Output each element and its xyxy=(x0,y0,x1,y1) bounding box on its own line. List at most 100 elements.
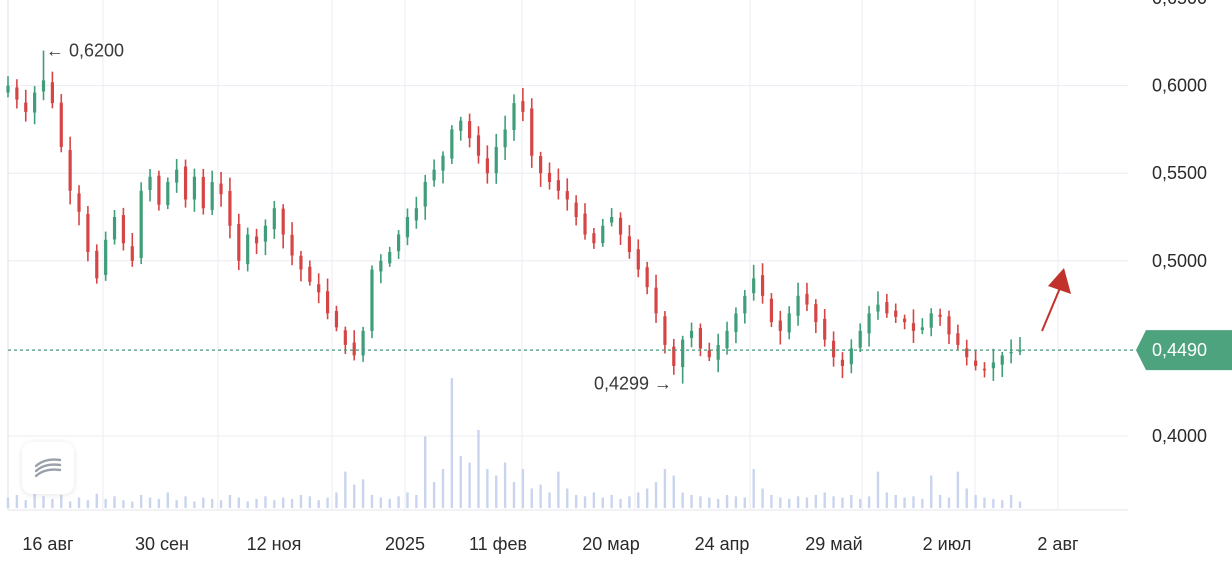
candle-body xyxy=(192,176,197,200)
volume-bar xyxy=(850,495,853,508)
volume-bar xyxy=(912,496,915,508)
volume-bar xyxy=(557,471,560,508)
candle-body xyxy=(743,295,747,314)
volume-bar xyxy=(601,497,604,508)
candle-body xyxy=(636,249,640,270)
candle-body xyxy=(95,250,99,279)
volume-bar xyxy=(548,492,551,508)
candle-body xyxy=(734,313,738,332)
volume-bar xyxy=(539,484,542,508)
candle-body xyxy=(370,269,374,331)
volume-bar xyxy=(370,495,374,508)
candle-body xyxy=(911,323,916,331)
volume-bar xyxy=(184,496,187,508)
candle-body xyxy=(281,208,285,235)
candle-body xyxy=(521,101,525,112)
volume-bar xyxy=(796,496,800,508)
volume-bar xyxy=(930,475,933,508)
volume-bar xyxy=(938,495,942,508)
candle-body xyxy=(831,340,836,358)
candle-body xyxy=(432,169,436,181)
volume-bar xyxy=(725,495,729,508)
candle-body xyxy=(796,295,800,316)
candle-body xyxy=(503,129,507,148)
candle-body xyxy=(778,320,782,331)
volume-bar xyxy=(867,496,871,508)
volume-bar xyxy=(903,497,906,508)
candle-body xyxy=(956,333,960,345)
x-tick-label: 2 июл xyxy=(923,534,972,554)
candle-body xyxy=(929,313,933,328)
candle-body xyxy=(938,314,942,317)
candle-body xyxy=(476,135,481,156)
volume-bar xyxy=(716,498,720,508)
candle-body xyxy=(325,291,330,314)
x-tick-label: 2025 xyxy=(385,534,425,554)
volume-bar xyxy=(921,498,924,508)
candle-body xyxy=(1018,350,1022,352)
candle-body xyxy=(254,236,259,244)
volume-bar xyxy=(876,471,880,508)
volume-bar xyxy=(68,501,72,508)
volume-bar xyxy=(104,498,107,508)
candle-body xyxy=(645,267,649,288)
volume-bar xyxy=(947,497,951,508)
candle-body xyxy=(468,121,472,139)
volume-bar xyxy=(734,496,738,508)
last-price-badge xyxy=(1136,330,1232,371)
candle-body xyxy=(121,215,126,244)
candle-body xyxy=(849,348,853,365)
candle-body xyxy=(654,287,658,314)
candle-body xyxy=(157,175,161,205)
candle-body xyxy=(112,217,117,240)
candle-body xyxy=(50,82,54,104)
candle-body xyxy=(556,180,560,191)
candle-body xyxy=(823,318,827,340)
candle-body xyxy=(263,225,268,242)
y-tick-label: 0,5500 xyxy=(1152,163,1207,183)
candle-body xyxy=(290,234,294,256)
volume-bar xyxy=(299,495,303,508)
candle-body xyxy=(947,316,951,335)
candle-body xyxy=(166,181,170,206)
candle-body xyxy=(769,298,774,323)
volume-bar xyxy=(468,462,471,508)
candle-body xyxy=(565,191,569,200)
candle-body xyxy=(627,236,632,253)
volume-bar xyxy=(885,492,889,508)
volume-bar xyxy=(424,436,427,508)
y-tick-label: 0,5000 xyxy=(1152,251,1207,271)
volume-bar xyxy=(33,492,36,508)
candle-body xyxy=(450,129,454,159)
volume-bar xyxy=(459,456,462,508)
candle-body xyxy=(894,310,898,317)
volume-bar xyxy=(894,495,897,508)
candle-body xyxy=(902,318,907,323)
volume-bar xyxy=(113,496,116,508)
x-tick-label: 16 авг xyxy=(22,534,74,554)
volume-bar xyxy=(814,495,818,508)
volume-bar xyxy=(654,482,658,508)
volume-bar xyxy=(708,497,711,508)
y-tick-label: 0,4000 xyxy=(1152,426,1207,446)
candle-body xyxy=(858,330,862,348)
candle-body xyxy=(707,350,711,358)
volume-bar xyxy=(779,497,782,508)
volume-bar xyxy=(51,498,54,508)
volume-bar xyxy=(60,495,63,508)
volume-bar xyxy=(841,497,844,508)
volume-bar xyxy=(317,500,320,508)
candle-body xyxy=(805,293,809,305)
logo-badge[interactable] xyxy=(22,442,74,494)
candle-body xyxy=(840,359,845,366)
volume-bar xyxy=(574,495,578,508)
x-tick-label: 30 сен xyxy=(135,534,189,554)
candle-body xyxy=(59,102,63,147)
candle-body xyxy=(352,342,356,356)
volume-bar xyxy=(770,495,773,508)
candle-body xyxy=(175,169,179,183)
candle-body xyxy=(246,234,250,265)
candle-body xyxy=(459,120,463,131)
